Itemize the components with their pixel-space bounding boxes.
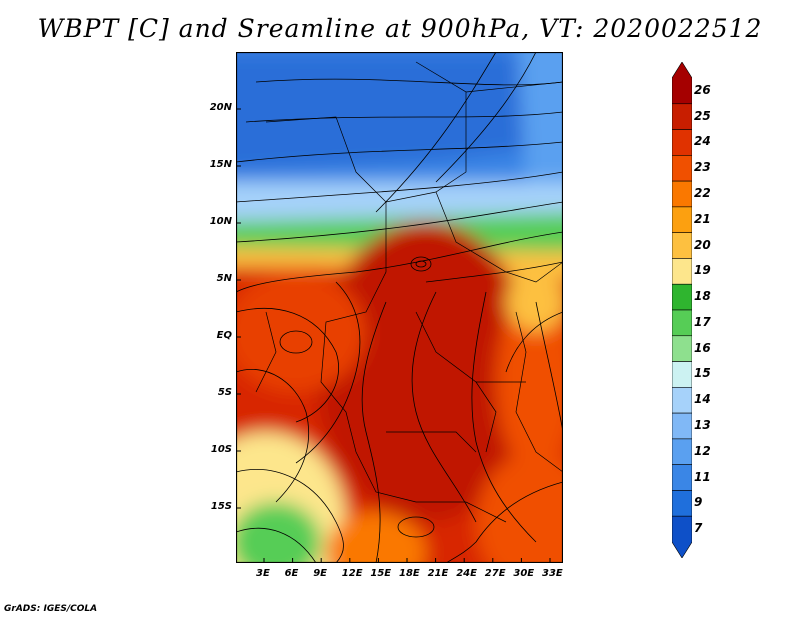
colorbar-level-label: 9 — [694, 495, 703, 510]
colorbar-swatch — [672, 438, 692, 465]
lon-label: 12E — [341, 568, 363, 579]
colorbar-level-label: 20 — [694, 237, 711, 252]
axis-ticks — [236, 108, 551, 563]
colorbar-level-label: 12 — [694, 443, 711, 458]
colorbar-level-label: 24 — [694, 134, 711, 149]
colorbar-level-label: 15 — [694, 366, 711, 381]
lon-label: 3E — [256, 568, 270, 579]
map-title: WBPT [C] and Sreamline at 900hPa, VT: 20… — [37, 14, 763, 43]
lon-label: 27E — [484, 568, 506, 579]
temperature-field — [236, 52, 563, 563]
lon-label: 15E — [370, 568, 392, 579]
streamlines — [236, 52, 563, 563]
colorbar-level-label: 26 — [694, 82, 711, 97]
colorbar-swatch — [672, 180, 692, 208]
lon-label: 30E — [513, 568, 535, 579]
colorbar-swatch — [672, 361, 692, 388]
lat-label: 5S — [217, 387, 232, 398]
colorbar-swatch — [672, 464, 692, 491]
lat-label: 10S — [210, 444, 232, 455]
lon-label: 24E — [456, 568, 477, 579]
colorbar-swatch — [672, 103, 692, 130]
lon-label: 9E — [313, 568, 327, 579]
colorbar-level-label: 23 — [694, 160, 711, 175]
map-plot-area — [236, 52, 563, 563]
colorbar-swatch — [672, 387, 692, 414]
colorbar-swatch — [672, 515, 692, 558]
colorbar-level-label: 7 — [694, 521, 703, 536]
colorbar-level-label: 21 — [694, 211, 711, 226]
colorbar-swatch — [672, 258, 692, 285]
lat-label: 20N — [209, 102, 232, 113]
lon-label: 6E — [284, 568, 299, 579]
colorbar-swatch — [672, 206, 692, 233]
colorbar-level-label: 11 — [694, 469, 711, 484]
colorbar-level-label: 25 — [694, 108, 711, 123]
lon-label: 21E — [427, 568, 449, 579]
lon-label: 18E — [399, 568, 420, 579]
wbpt-streamline-map — [236, 52, 563, 563]
colorbar-level-label: 17 — [694, 314, 711, 329]
lat-label: 10N — [209, 216, 232, 227]
lon-label: 33E — [542, 568, 563, 579]
colorbar-swatch — [672, 155, 692, 182]
colorbar-swatch — [672, 62, 692, 105]
country-borders — [255, 61, 563, 523]
colorbar-swatch — [672, 283, 692, 311]
colorbar-level-label: 22 — [694, 186, 711, 200]
colorbar-swatch — [672, 129, 692, 156]
colorbar — [672, 62, 692, 558]
colorbar-swatch — [672, 490, 692, 517]
colorbar-level-label: 19 — [694, 263, 711, 278]
credit-text: GrADS: IGES/COLA — [4, 604, 98, 614]
colorbar-swatch — [672, 335, 692, 362]
colorbar-level-label: 13 — [694, 418, 711, 432]
colorbar-level-label: 14 — [694, 392, 711, 407]
lat-label: 15S — [210, 501, 232, 512]
colorbar-swatch — [672, 232, 692, 259]
colorbar-level-label: 16 — [694, 340, 711, 355]
colorbar-swatch — [672, 309, 692, 337]
lat-label: 15N — [209, 159, 232, 170]
lat-label: EQ — [216, 330, 232, 341]
lat-label: 5N — [216, 273, 232, 284]
colorbar-swatch — [672, 412, 692, 440]
colorbar-level-label: 18 — [694, 289, 711, 304]
